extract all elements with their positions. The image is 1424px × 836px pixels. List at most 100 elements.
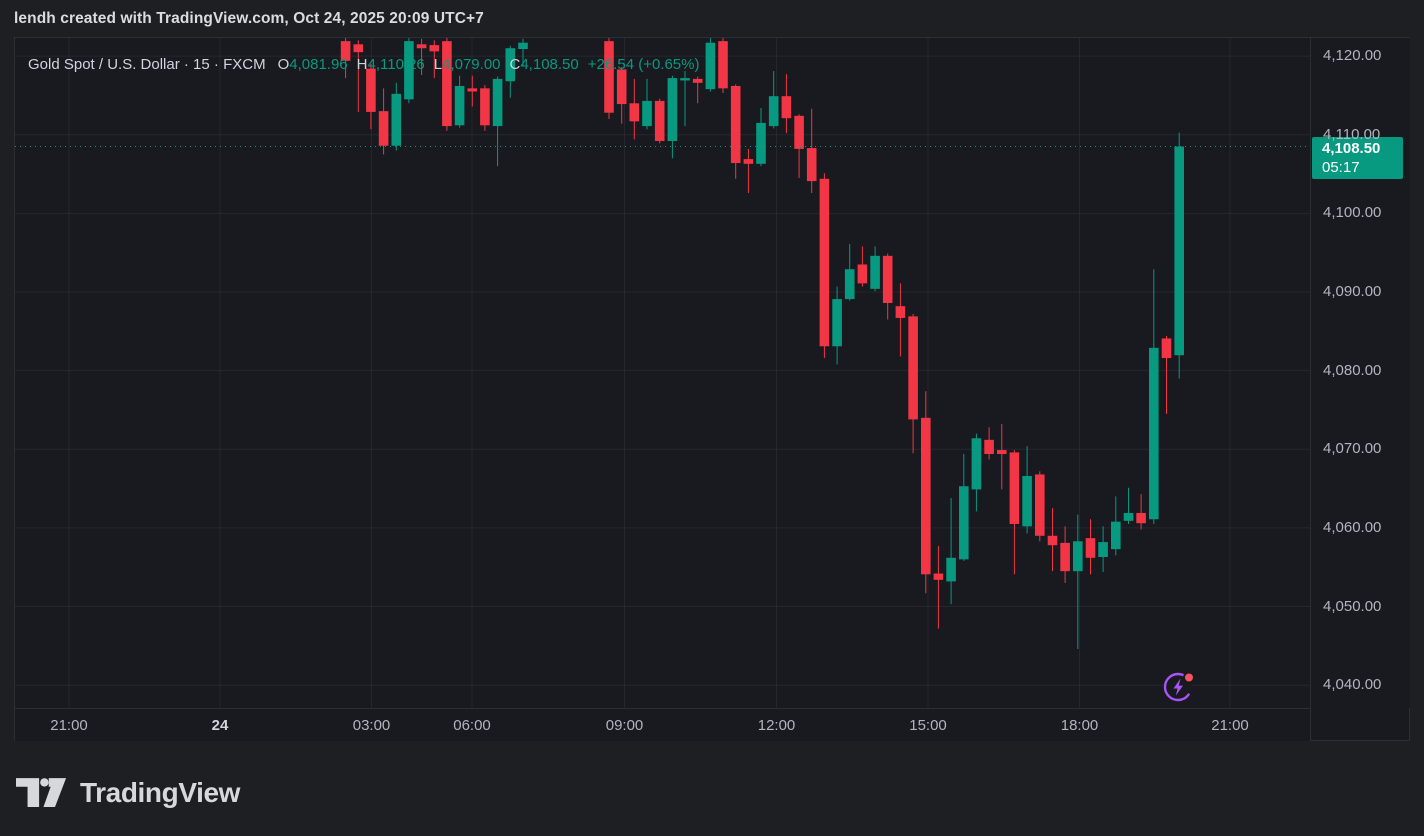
- candle-down: [895, 306, 906, 318]
- candle-up: [518, 42, 528, 50]
- chart-legend: Gold Spot / U.S. Dollar · 15 · FXCM O4,0…: [28, 54, 699, 74]
- candle-down: [1009, 452, 1020, 524]
- candle-down: [378, 111, 389, 146]
- price-axis-label: 4,040.00: [1323, 676, 1382, 694]
- symbol-description: Gold Spot / U.S. Dollar · 15 · FXCM: [28, 55, 266, 73]
- candle-down: [908, 316, 918, 420]
- time-axis-label: 24: [211, 717, 229, 734]
- candle-down: [629, 103, 640, 122]
- last-price-badge: 4,108.50 05:17: [1312, 136, 1403, 179]
- candle-up: [705, 42, 716, 90]
- candle-down: [984, 439, 994, 454]
- candle-up: [768, 96, 779, 127]
- ohlc-values: O4,081.96 H4,110.26 L4,079.00 C4,108.50: [278, 56, 588, 73]
- candle-down: [1047, 535, 1058, 546]
- last-price-value: 4,108.50: [1322, 139, 1381, 157]
- chart-widget: Gold Spot / U.S. Dollar · 15 · FXCM O4,0…: [14, 37, 1410, 741]
- candle-down: [442, 41, 452, 127]
- candle-down: [429, 45, 440, 52]
- candle-down: [1060, 542, 1070, 572]
- time-axis-label: 06:00: [453, 717, 491, 734]
- candle-up: [1073, 541, 1083, 572]
- candle-down: [718, 41, 728, 89]
- tradingview-branding[interactable]: TradingView: [16, 773, 240, 813]
- candle-up: [492, 78, 503, 127]
- candle-up: [1098, 542, 1108, 558]
- candle-up: [404, 41, 414, 100]
- candle-down: [1161, 338, 1172, 359]
- time-axis-label: 21:00: [50, 717, 88, 734]
- candle-up: [971, 438, 982, 490]
- ohlc-item: H4,110.26: [357, 56, 425, 73]
- candle-down: [1136, 512, 1146, 524]
- ohlc-value: 4,081.96: [289, 55, 348, 73]
- candle-up: [1149, 347, 1159, 520]
- ohlc-label: L: [433, 55, 443, 73]
- candle-down: [616, 69, 627, 105]
- price-axis-label: 4,100.00: [1323, 204, 1382, 222]
- time-axis-label: 03:00: [352, 717, 391, 734]
- candle-down: [819, 178, 830, 347]
- spark-button[interactable]: [1159, 666, 1199, 706]
- candle-up: [756, 122, 766, 164]
- price-axis-label: 4,110.00: [1323, 125, 1381, 143]
- candle-up: [1123, 512, 1134, 521]
- tradingview-logo-text: TradingView: [80, 777, 241, 808]
- candle-down: [794, 115, 804, 149]
- candle-down: [781, 96, 792, 119]
- candle-down: [654, 100, 665, 142]
- candle-up: [1174, 146, 1184, 356]
- ohlc-item: C4,108.50: [510, 56, 579, 73]
- ohlc-value: 4,108.50: [520, 55, 579, 73]
- candle-down: [882, 255, 893, 304]
- candle-down: [604, 41, 614, 113]
- time-axis-label: 09:00: [605, 717, 644, 734]
- candle-up: [832, 299, 842, 347]
- ohlc-item: L4,079.00: [434, 56, 501, 73]
- candle-up: [959, 486, 969, 560]
- candle-down: [353, 44, 364, 53]
- price-axis-label: 4,090.00: [1323, 283, 1382, 300]
- bar-countdown: 05:17: [1322, 158, 1360, 176]
- candle-up: [391, 93, 402, 146]
- ohlc-label: C: [509, 55, 521, 73]
- candle-down: [416, 44, 427, 49]
- candle-up: [667, 78, 678, 142]
- candle-up: [1022, 476, 1032, 527]
- candle-up: [505, 48, 516, 82]
- candle-up: [844, 269, 855, 300]
- ohlc-value: 4,079.00: [442, 55, 501, 73]
- candle-down: [730, 85, 741, 164]
- candle-down: [921, 417, 931, 575]
- time-axis[interactable]: 21:00 24 03:00 06:00 09:00 12:00 15:00 18:00 21:…: [15, 708, 1311, 741]
- time-axis-label: 12:00: [757, 717, 796, 734]
- candle-up: [1111, 521, 1121, 550]
- candle-down: [857, 264, 868, 284]
- candle-down: [340, 41, 351, 61]
- candle-down: [480, 88, 490, 126]
- tradingview-logo-icon: [16, 777, 67, 807]
- ohlc-item: O4,081.96: [278, 56, 348, 73]
- lightning-spark-icon: [1163, 671, 1195, 702]
- change-value: +26.54 (+0.65%): [587, 55, 700, 73]
- chart-pane[interactable]: Gold Spot / U.S. Dollar · 15 · FXCM O4,0…: [15, 38, 1311, 708]
- candle-down: [467, 88, 478, 92]
- candle-down: [933, 573, 944, 580]
- candle-down: [366, 68, 376, 112]
- snapshot-title: lendh created with TradingView.com, Oct …: [14, 9, 484, 27]
- price-axis-label: 4,070.00: [1323, 440, 1382, 458]
- price-axis-label: 4,050.00: [1323, 597, 1382, 615]
- price-axis-label: 4,080.00: [1323, 361, 1382, 379]
- price-axis-label: 4,060.00: [1323, 518, 1382, 536]
- time-axis-label: 21:00: [1211, 717, 1249, 734]
- candlestick-chart-canvas[interactable]: [15, 38, 1311, 708]
- price-axis[interactable]: 4,108.50 05:17 4,120.00 4,110.00 4,100.00 4…: [1312, 38, 1410, 708]
- ohlc-label: O: [277, 55, 290, 73]
- candle-up: [946, 557, 956, 582]
- candle-down: [997, 450, 1007, 454]
- candle-down: [692, 78, 703, 83]
- candle-up: [680, 78, 690, 81]
- candle-down: [1035, 474, 1045, 536]
- lightning-bolt-glyph: [1173, 678, 1183, 696]
- candle-down: [806, 148, 817, 182]
